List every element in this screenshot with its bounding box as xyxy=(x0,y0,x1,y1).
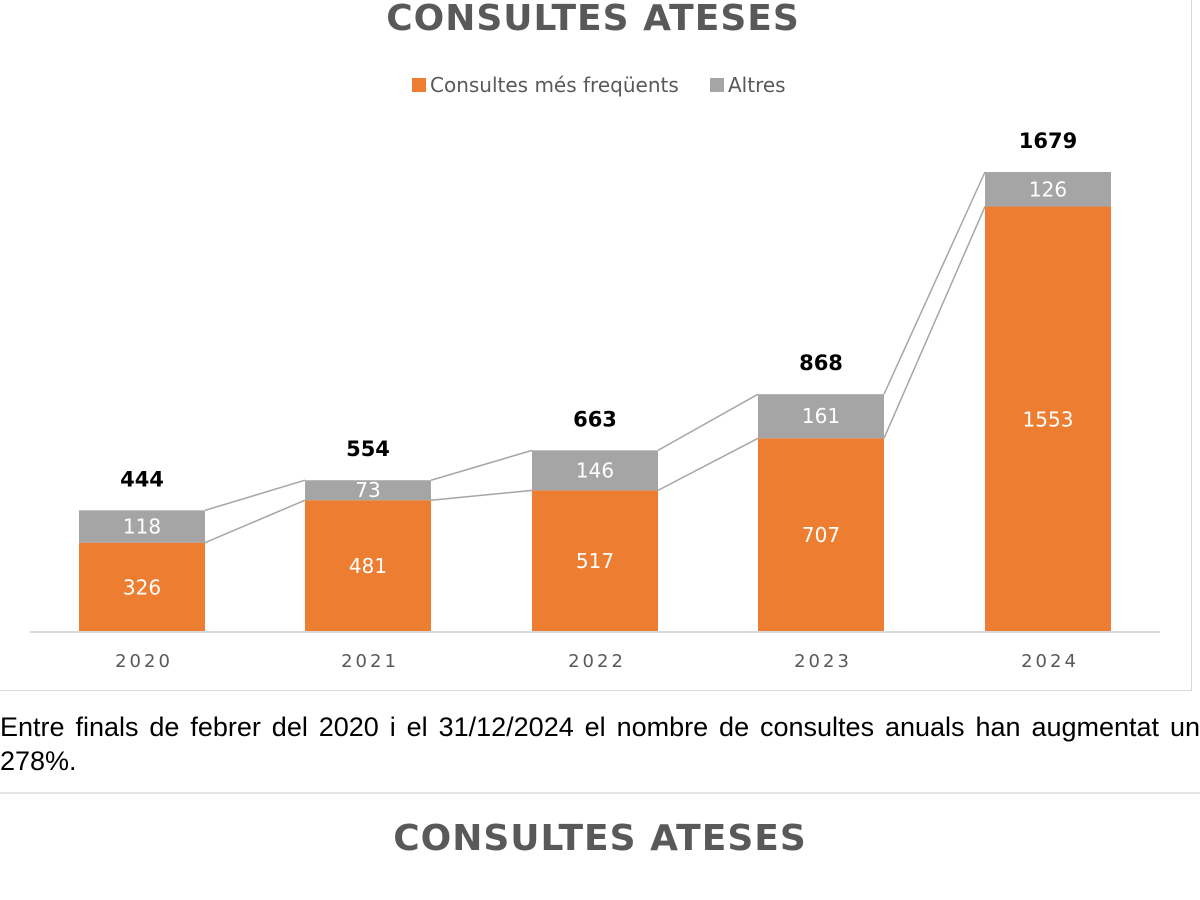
bar-altres-2023 xyxy=(758,394,884,439)
bar-consultes-2023 xyxy=(758,438,884,632)
data-label-altres-2023: 161 xyxy=(802,404,840,428)
stacked-bar-chart: CONSULTES ATESES Consultes més freqüents… xyxy=(30,0,1160,672)
series-line-consultes xyxy=(883,206,986,439)
data-label-consultes-2024: 1553 xyxy=(1023,407,1074,431)
data-label-altres-2022: 146 xyxy=(576,458,614,482)
chart-title: CONSULTES ATESES xyxy=(386,0,800,39)
bar-altres-2021 xyxy=(305,480,431,501)
data-label-altres-2020: 118 xyxy=(123,515,161,539)
legend-label-consultes: Consultes més freqüents xyxy=(430,73,679,97)
series-line-consultes xyxy=(204,499,306,544)
x-tick-2021: 2021 xyxy=(341,651,399,672)
x-tick-2020: 2020 xyxy=(115,651,173,672)
total-label-2022: 663 xyxy=(573,407,617,431)
bar-altres-2022 xyxy=(532,450,658,491)
caption-text: Entre finals de febrer del 2020 i el 31/… xyxy=(0,712,1200,776)
series-line-consultes xyxy=(430,489,533,501)
section-divider xyxy=(0,792,1200,794)
series-line-altres xyxy=(883,171,986,395)
bar-altres-2020 xyxy=(79,510,205,543)
data-label-altres-2021: 73 xyxy=(355,478,380,502)
bars: 326 118 444 481 73 554 517 146 663 707 161 868 1553 1… xyxy=(79,129,1111,632)
total-label-2020: 444 xyxy=(120,467,164,491)
data-label-consultes-2021: 481 xyxy=(349,554,387,578)
total-label-2024: 1679 xyxy=(1019,129,1077,153)
series-line-consultes xyxy=(657,437,759,492)
next-section-title: CONSULTES ATESES xyxy=(393,818,807,859)
chart-frame xyxy=(0,0,1192,691)
data-label-consultes-2020: 326 xyxy=(123,575,161,599)
data-label-consultes-2023: 707 xyxy=(802,523,840,547)
series-line-altres xyxy=(430,449,533,481)
bar-consultes-2024 xyxy=(985,206,1111,632)
bar-consultes-2020 xyxy=(79,542,205,632)
x-axis-ticks: 2020 2021 2022 2023 2024 xyxy=(115,651,1079,672)
series-lines xyxy=(204,171,986,544)
x-tick-2024: 2024 xyxy=(1021,651,1079,672)
legend-label-altres: Altres xyxy=(728,73,786,97)
x-tick-2023: 2023 xyxy=(794,651,852,672)
total-label-2023: 868 xyxy=(799,351,843,375)
bar-altres-2024 xyxy=(985,172,1111,207)
legend: Consultes més freqüents Altres xyxy=(412,73,786,97)
legend-swatch-altres xyxy=(710,78,724,92)
bar-consultes-2021 xyxy=(305,500,431,632)
legend-swatch-consultes xyxy=(412,78,426,92)
x-tick-2022: 2022 xyxy=(568,651,626,672)
total-label-2021: 554 xyxy=(346,437,390,461)
data-label-consultes-2022: 517 xyxy=(576,549,614,573)
series-line-altres xyxy=(657,393,759,452)
bar-consultes-2022 xyxy=(532,490,658,632)
series-line-altres xyxy=(204,479,306,512)
data-label-altres-2024: 126 xyxy=(1029,177,1067,201)
